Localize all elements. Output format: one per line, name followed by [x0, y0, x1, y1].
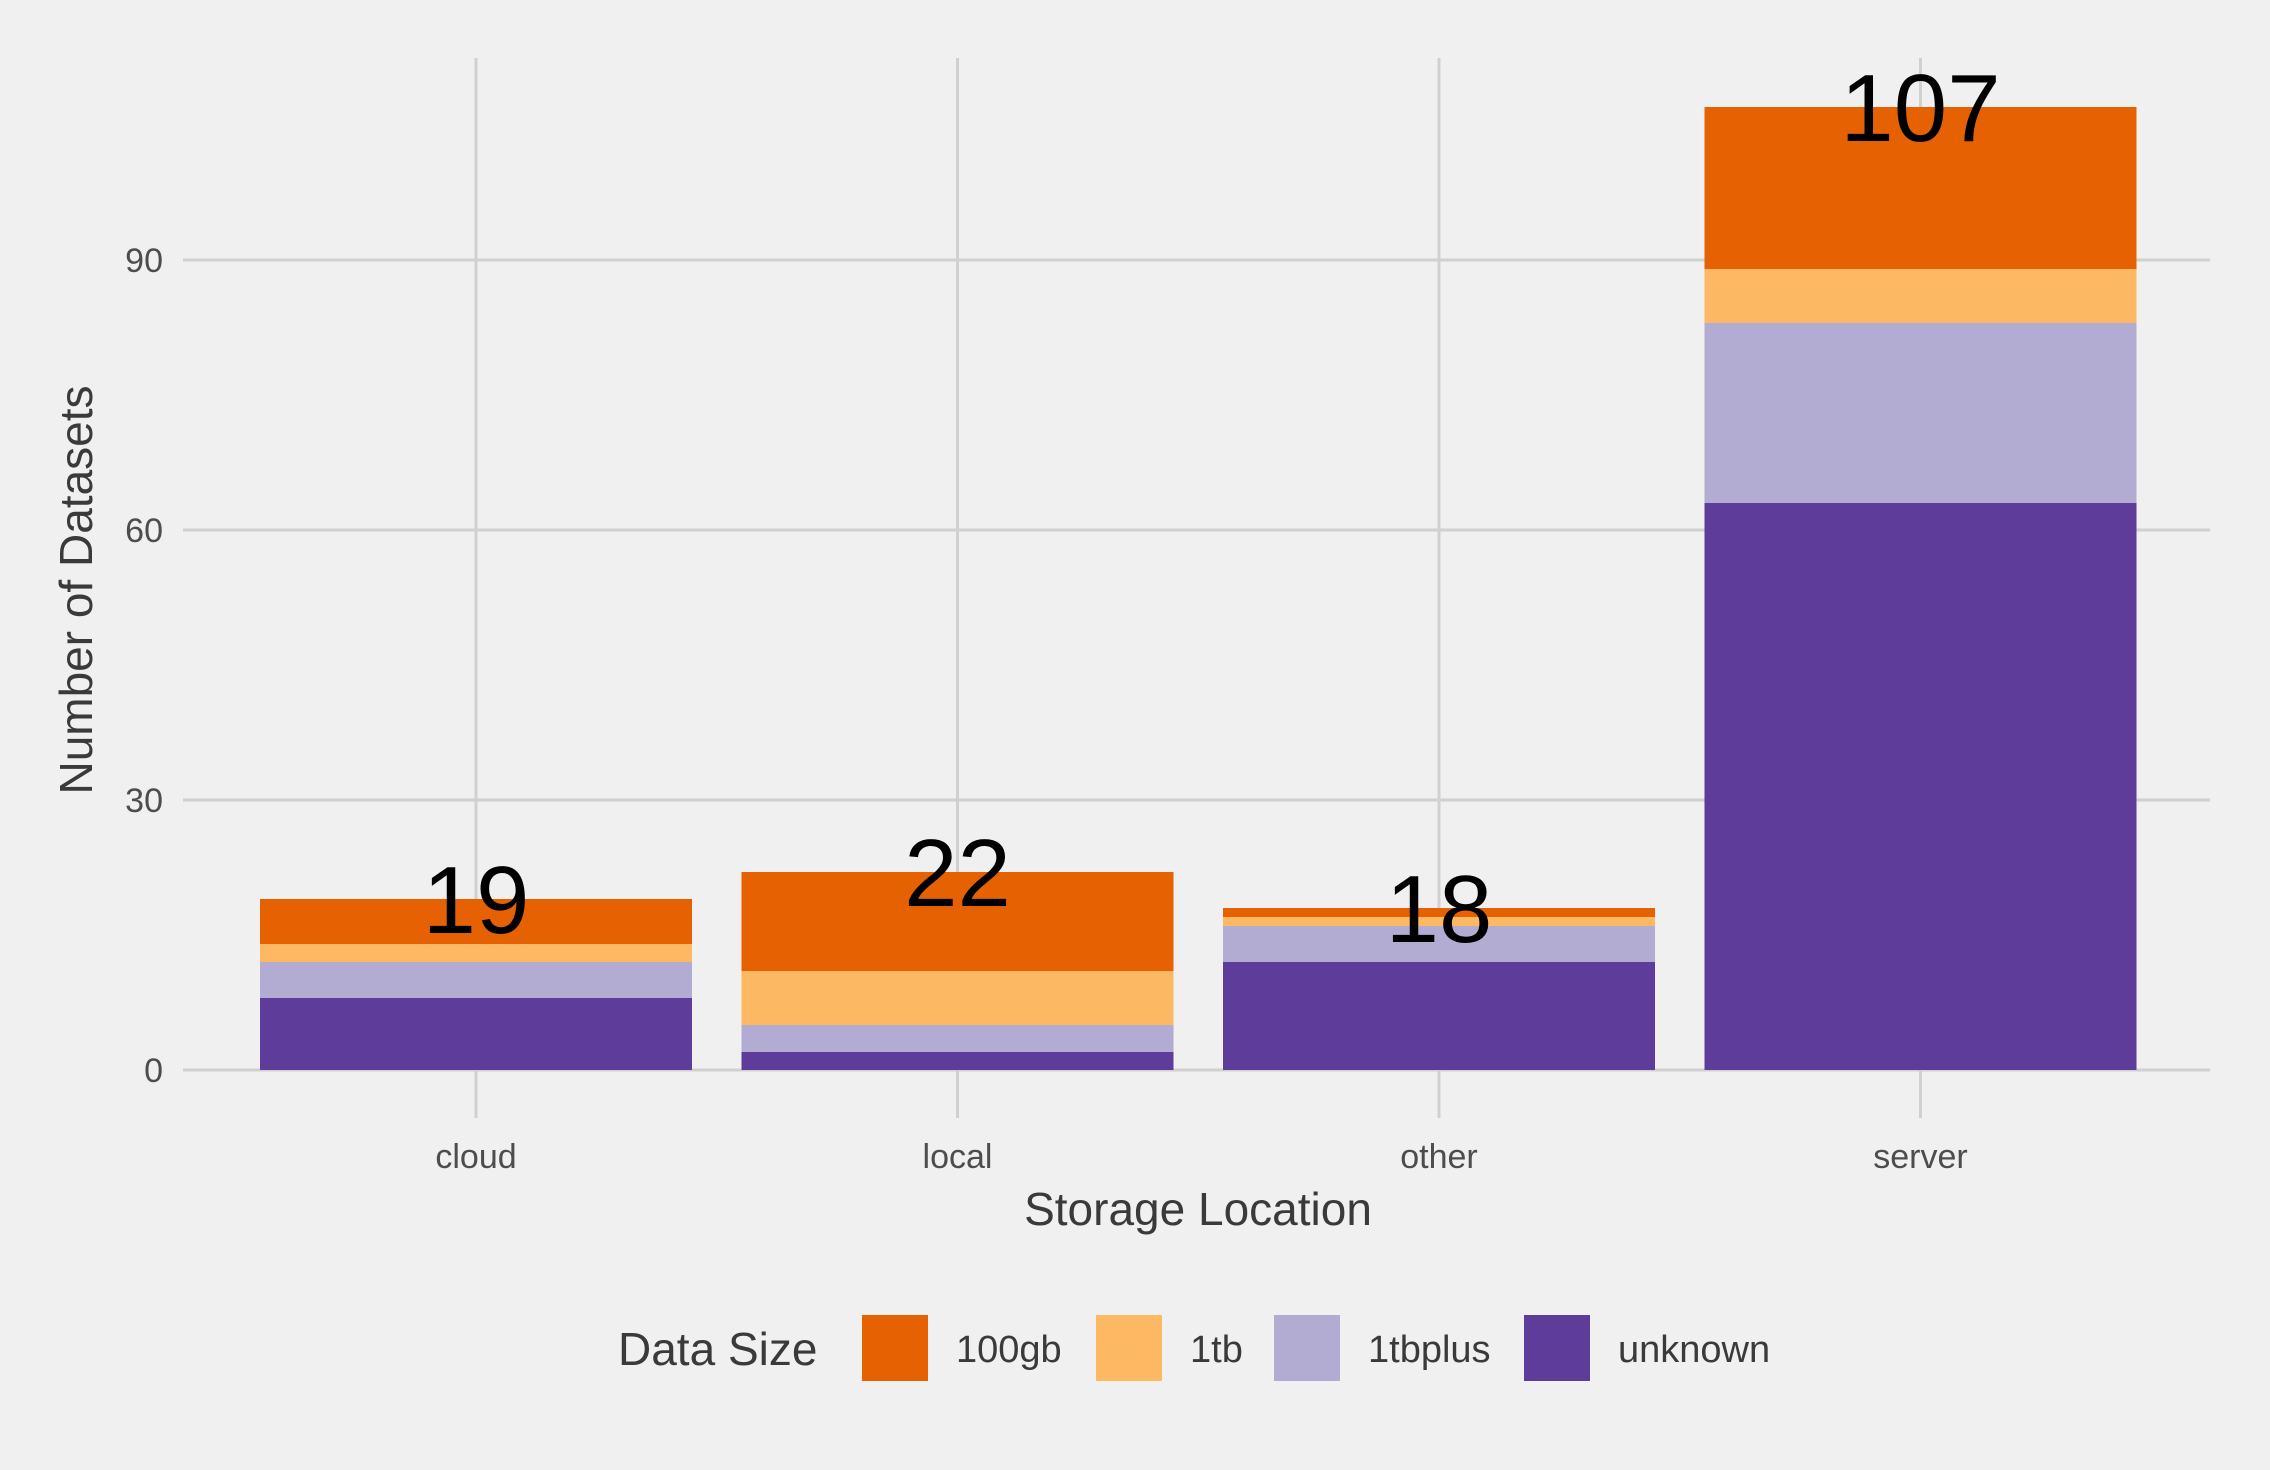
- bar-segment-server-1tb: [1704, 269, 2137, 323]
- legend-item-1tb: 1tb: [1096, 1315, 1243, 1381]
- total-label-other: 18: [1386, 856, 1493, 963]
- x-tick-label: server: [1873, 1138, 1967, 1176]
- bar-segment-local-unknown: [741, 1052, 1174, 1070]
- legend-swatch: [1274, 1315, 1340, 1381]
- bar-segment-other-100gb: [1223, 908, 1655, 917]
- legend-label: 1tb: [1190, 1329, 1243, 1371]
- bar-segment-local-1tbplus: [741, 1025, 1174, 1052]
- legend-swatch: [1524, 1315, 1590, 1381]
- legend-label: unknown: [1618, 1329, 1770, 1371]
- x-tick-label: cloud: [435, 1138, 516, 1176]
- total-label-local: 22: [904, 820, 1011, 927]
- y-tick-label: 60: [125, 512, 163, 550]
- bar-segment-server-1tbplus: [1704, 323, 2137, 503]
- legend-item-1tbplus: 1tbplus: [1274, 1315, 1491, 1381]
- y-tick-label: 90: [125, 242, 163, 280]
- y-tick-label: 0: [144, 1052, 163, 1090]
- bar-segment-other-unknown: [1223, 962, 1655, 1070]
- x-tick-label: local: [923, 1138, 993, 1176]
- bar-segment-server-100gb: [1704, 107, 2137, 269]
- bar-segment-local-100gb: [741, 872, 1174, 971]
- legend-title: Data Size: [618, 1323, 817, 1375]
- bar-segment-local-1tb: [741, 971, 1174, 1025]
- legend-label: 1tbplus: [1368, 1329, 1491, 1371]
- y-tick-label: 30: [125, 782, 163, 820]
- total-labels: 19 22 18 107: [423, 55, 2001, 963]
- bar-segment-cloud-unknown: [260, 998, 692, 1070]
- bar-segment-other-1tbplus: [1223, 926, 1655, 962]
- legend-item-100gb: 100gb: [862, 1315, 1062, 1381]
- x-tick-label: other: [1400, 1138, 1478, 1176]
- legend: Data Size 100gb 1tb 1tbplus unknown: [618, 1315, 1770, 1381]
- y-axis-title: Number of Datasets: [50, 385, 102, 794]
- x-axis-title: Storage Location: [1024, 1183, 1372, 1235]
- bar-segment-cloud-100gb: [260, 899, 692, 944]
- bars: [260, 107, 2137, 1070]
- axis-ticks: 0 30 60 90 cloud local other server: [125, 242, 1968, 1176]
- legend-swatch: [862, 1315, 928, 1381]
- total-label-server: 107: [1840, 55, 2000, 162]
- bar-segment-cloud-1tbplus: [260, 962, 692, 998]
- bar-segment-server-unknown: [1704, 503, 2137, 1070]
- legend-swatch: [1096, 1315, 1162, 1381]
- bar-segment-other-1tb: [1223, 917, 1655, 926]
- total-label-cloud: 19: [423, 847, 530, 954]
- legend-label: 100gb: [956, 1329, 1062, 1371]
- legend-item-unknown: unknown: [1524, 1315, 1770, 1381]
- bar-segment-cloud-1tb: [260, 944, 692, 962]
